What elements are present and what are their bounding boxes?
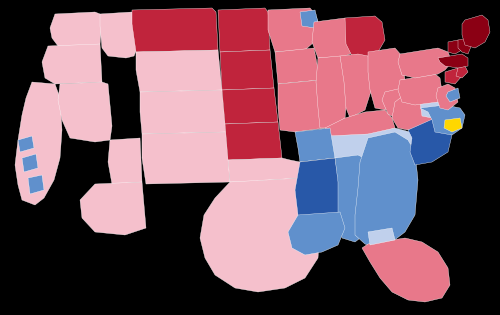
Polygon shape xyxy=(446,88,460,102)
Polygon shape xyxy=(325,110,395,140)
Polygon shape xyxy=(350,54,392,92)
Polygon shape xyxy=(142,132,230,184)
Polygon shape xyxy=(228,158,302,182)
Polygon shape xyxy=(268,8,318,52)
Polygon shape xyxy=(408,118,452,165)
Polygon shape xyxy=(42,44,102,84)
Polygon shape xyxy=(316,56,348,128)
Polygon shape xyxy=(368,48,405,110)
Polygon shape xyxy=(438,54,468,68)
Polygon shape xyxy=(420,98,442,118)
Polygon shape xyxy=(218,8,270,52)
Polygon shape xyxy=(288,212,345,255)
Polygon shape xyxy=(50,12,102,46)
Polygon shape xyxy=(295,128,335,162)
Polygon shape xyxy=(368,228,395,245)
Polygon shape xyxy=(275,48,320,84)
Polygon shape xyxy=(444,118,462,132)
Polygon shape xyxy=(382,88,412,118)
Polygon shape xyxy=(225,122,282,160)
Polygon shape xyxy=(278,80,330,132)
Polygon shape xyxy=(335,155,372,242)
Polygon shape xyxy=(392,92,435,130)
Polygon shape xyxy=(295,158,342,238)
Polygon shape xyxy=(448,40,462,54)
Polygon shape xyxy=(108,138,142,184)
Polygon shape xyxy=(340,54,372,118)
Polygon shape xyxy=(312,18,358,58)
Polygon shape xyxy=(220,50,274,90)
Polygon shape xyxy=(345,16,385,58)
Polygon shape xyxy=(15,82,62,205)
Polygon shape xyxy=(28,175,44,194)
Polygon shape xyxy=(300,10,318,28)
Polygon shape xyxy=(136,50,222,92)
Polygon shape xyxy=(462,15,490,48)
Polygon shape xyxy=(458,38,472,54)
Polygon shape xyxy=(355,132,418,248)
Polygon shape xyxy=(328,128,415,158)
Polygon shape xyxy=(436,84,458,110)
Polygon shape xyxy=(420,105,465,135)
Polygon shape xyxy=(456,66,468,78)
Polygon shape xyxy=(58,82,112,142)
Polygon shape xyxy=(18,136,34,152)
Polygon shape xyxy=(200,178,320,292)
Polygon shape xyxy=(398,74,442,105)
Polygon shape xyxy=(100,12,138,58)
Polygon shape xyxy=(80,182,146,235)
Polygon shape xyxy=(222,88,278,124)
Polygon shape xyxy=(132,8,218,52)
Polygon shape xyxy=(362,238,450,302)
Polygon shape xyxy=(398,48,452,78)
Polygon shape xyxy=(445,68,462,84)
Polygon shape xyxy=(140,90,226,134)
Polygon shape xyxy=(22,154,38,172)
